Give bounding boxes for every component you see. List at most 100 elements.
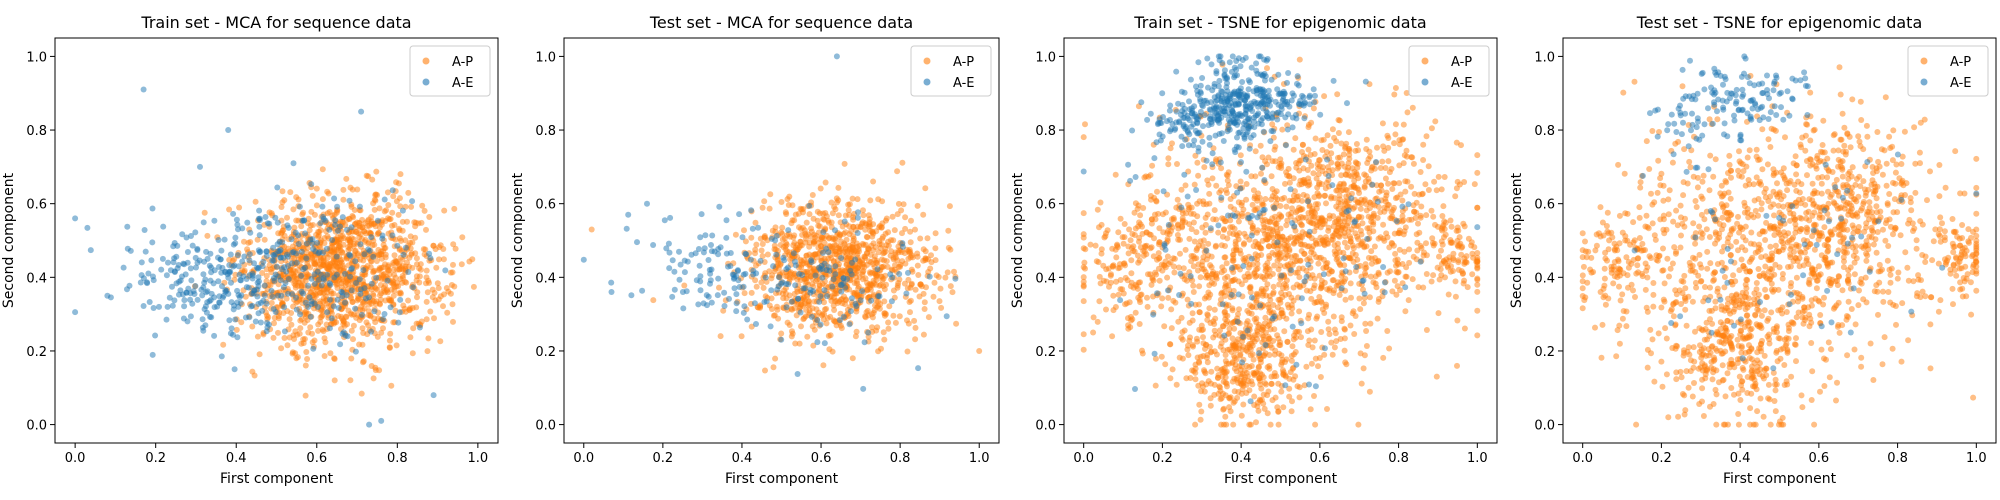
data-point bbox=[263, 272, 270, 279]
data-point bbox=[1342, 233, 1349, 240]
data-point bbox=[163, 316, 170, 323]
data-point bbox=[1090, 314, 1097, 321]
data-point bbox=[1186, 221, 1193, 228]
legend-box bbox=[409, 45, 491, 97]
data-point bbox=[331, 262, 338, 269]
data-point bbox=[899, 258, 906, 265]
data-point bbox=[1423, 212, 1430, 219]
data-point bbox=[242, 314, 249, 321]
data-point bbox=[1286, 179, 1293, 186]
data-point bbox=[1205, 240, 1212, 247]
data-point bbox=[1349, 250, 1356, 257]
data-point bbox=[1193, 229, 1200, 236]
data-point bbox=[1208, 279, 1215, 286]
data-point bbox=[721, 303, 728, 309]
data-point bbox=[917, 235, 924, 242]
data-point bbox=[1385, 135, 1392, 141]
data-point bbox=[290, 160, 297, 167]
data-point bbox=[1402, 308, 1409, 315]
data-point bbox=[1224, 318, 1231, 325]
data-point bbox=[313, 231, 320, 238]
data-point bbox=[1213, 270, 1220, 277]
data-point bbox=[899, 230, 905, 237]
y-tick-label: 0.6 bbox=[26, 198, 47, 213]
data-point bbox=[281, 335, 288, 341]
data-point bbox=[1223, 171, 1230, 178]
data-point bbox=[1338, 314, 1345, 321]
data-point bbox=[1374, 315, 1381, 322]
data-point bbox=[1208, 380, 1214, 387]
data-point bbox=[278, 204, 285, 210]
data-point bbox=[838, 255, 845, 261]
data-point bbox=[1213, 216, 1220, 223]
data-point bbox=[1438, 186, 1445, 193]
data-point bbox=[1303, 363, 1310, 370]
data-point bbox=[340, 196, 347, 203]
data-point bbox=[1385, 158, 1392, 165]
data-point bbox=[233, 216, 240, 223]
data-point bbox=[297, 311, 303, 318]
data-point bbox=[203, 289, 210, 296]
data-point bbox=[309, 339, 316, 346]
data-point bbox=[211, 217, 218, 224]
data-point bbox=[695, 301, 702, 308]
data-point bbox=[1266, 293, 1273, 300]
data-point bbox=[1280, 369, 1287, 376]
y-tick-label: 1.0 bbox=[26, 50, 47, 65]
data-point bbox=[274, 184, 281, 191]
data-point bbox=[1274, 230, 1281, 237]
data-point bbox=[1399, 261, 1406, 267]
data-point bbox=[860, 385, 867, 392]
data-point bbox=[1272, 394, 1279, 401]
data-point bbox=[327, 296, 333, 303]
data-point bbox=[202, 276, 209, 283]
data-point bbox=[263, 248, 270, 255]
data-point bbox=[352, 305, 359, 312]
data-point bbox=[1474, 169, 1481, 176]
data-point bbox=[921, 299, 928, 306]
data-point bbox=[807, 286, 814, 293]
data-point bbox=[1397, 287, 1403, 294]
data-point bbox=[267, 282, 274, 289]
data-point bbox=[423, 316, 430, 323]
data-point bbox=[1251, 338, 1258, 345]
data-point bbox=[350, 336, 356, 343]
data-point bbox=[952, 275, 959, 282]
data-point bbox=[1362, 265, 1369, 272]
data-point bbox=[1192, 152, 1199, 159]
data-point bbox=[1425, 163, 1432, 170]
data-point bbox=[951, 268, 957, 275]
data-point bbox=[196, 257, 203, 264]
data-point bbox=[1321, 310, 1328, 316]
data-point bbox=[1395, 230, 1402, 237]
data-point bbox=[249, 272, 256, 279]
data-point bbox=[142, 248, 149, 255]
data-point bbox=[295, 232, 302, 239]
data-point bbox=[831, 235, 838, 242]
legend-marker bbox=[422, 78, 430, 86]
data-point bbox=[857, 297, 864, 304]
data-point bbox=[1199, 380, 1205, 387]
points-layer bbox=[580, 53, 983, 392]
data-point bbox=[405, 189, 412, 196]
data-point bbox=[1264, 392, 1271, 399]
data-point bbox=[1195, 172, 1202, 179]
data-point bbox=[906, 246, 913, 253]
data-point bbox=[280, 284, 287, 291]
data-point bbox=[164, 303, 171, 310]
data-point bbox=[828, 199, 835, 206]
data-point bbox=[1264, 161, 1270, 168]
data-point bbox=[1207, 395, 1214, 402]
data-point bbox=[360, 267, 367, 274]
data-point bbox=[307, 313, 314, 320]
data-point bbox=[366, 247, 373, 254]
data-point bbox=[424, 289, 431, 296]
data-point bbox=[279, 188, 286, 195]
data-point bbox=[1277, 342, 1284, 349]
data-point bbox=[299, 217, 306, 224]
data-point bbox=[1268, 196, 1275, 203]
data-point bbox=[1410, 160, 1417, 167]
data-point bbox=[1249, 381, 1256, 388]
data-point bbox=[833, 195, 840, 202]
data-point bbox=[333, 209, 340, 216]
